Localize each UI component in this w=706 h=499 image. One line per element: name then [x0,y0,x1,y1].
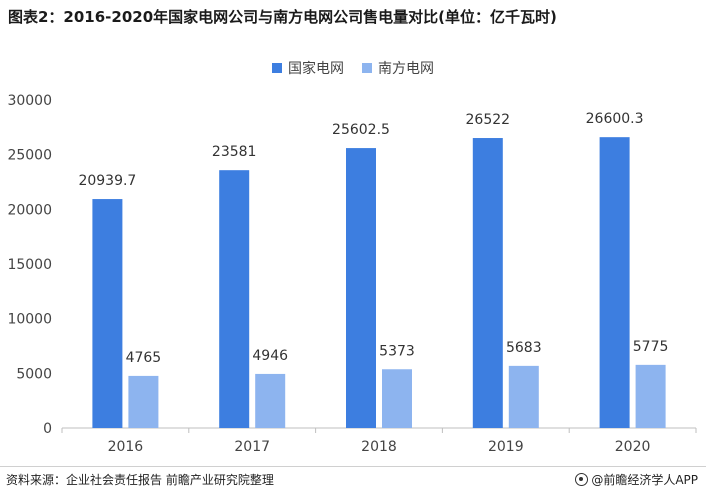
brand-note: @前瞻经济学人APP [575,471,698,488]
data-label-series-1: 23581 [212,144,257,160]
x-tick-label: 2019 [488,439,524,455]
data-label-series-2: 4946 [252,348,288,364]
legend-swatch-series-1 [272,63,282,73]
bar-series-1 [472,138,503,429]
y-tick-label: 0 [43,421,52,437]
x-tick-label: 2016 [108,439,144,455]
data-label-series-2: 5373 [379,343,415,359]
footer-divider [0,466,706,467]
data-label-series-1: 25602.5 [332,122,390,138]
legend: 国家电网 南方电网 [0,58,706,78]
y-tick-label: 20000 [7,202,52,218]
x-tick-label: 2017 [234,439,270,455]
x-tick-label: 2020 [615,439,651,455]
bar-series-2 [635,364,666,428]
bar-series-2 [382,369,412,428]
legend-label-series-2: 南方电网 [378,61,434,77]
bar-series-2 [128,375,159,428]
bar-series-1 [92,199,123,428]
x-tick-label: 2018 [361,439,397,455]
data-label-series-2: 5683 [506,340,542,356]
legend-label-series-1: 国家电网 [288,61,344,77]
bar-series-1 [346,148,376,428]
chart-title: 图表2：2016-2020年国家电网公司与南方电网公司售电量对比(单位：亿千瓦时… [8,8,557,26]
source-note: 资料来源：企业社会责任报告 前瞻产业研究院整理 [6,473,274,487]
y-tick-label: 10000 [7,312,52,328]
data-label-series-2: 4765 [126,350,162,366]
data-label-series-1: 26600.3 [586,111,644,127]
bar-series-1 [219,170,250,428]
y-tick-label: 25000 [7,148,52,164]
brand-logo-icon [575,473,589,486]
bar-series-2 [508,365,539,428]
data-label-series-1: 26522 [466,112,511,128]
legend-swatch-series-2 [362,63,372,73]
y-tick-label: 5000 [16,366,52,382]
bar-series-2 [255,373,286,428]
data-label-series-2: 5775 [633,339,669,355]
legend-item-series-2: 南方电网 [362,58,434,78]
legend-item-series-1: 国家电网 [272,58,344,78]
y-tick-label: 15000 [7,257,52,273]
y-tick-label: 30000 [7,93,52,109]
data-label-series-1: 20939.7 [78,173,136,189]
bar-series-1 [599,137,630,429]
brand-text: @前瞻经济学人APP [591,473,698,487]
